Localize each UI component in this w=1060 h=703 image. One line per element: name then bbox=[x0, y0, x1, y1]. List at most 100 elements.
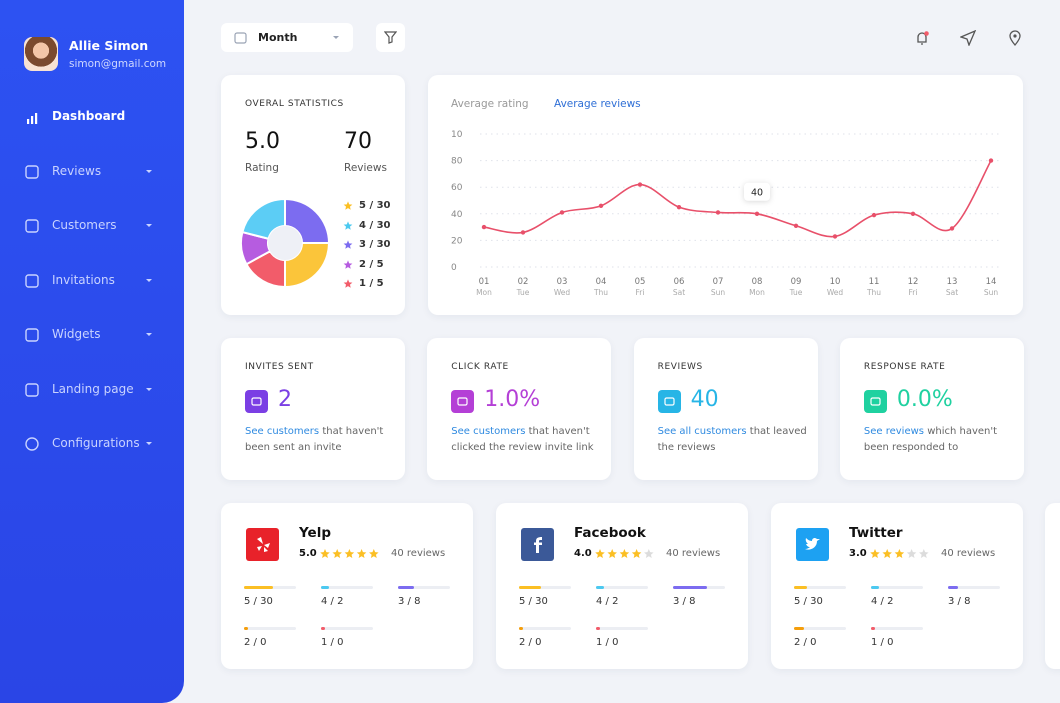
line-chart: 0204060801001Mon02Tue03Wed04Thu05Fri06Sa… bbox=[451, 130, 1000, 297]
bell-icon[interactable] bbox=[914, 30, 930, 46]
line-point bbox=[832, 234, 838, 239]
x-sublabel: Mon bbox=[476, 288, 492, 297]
icon-shape bbox=[25, 328, 39, 342]
nav-label: Reviews bbox=[52, 164, 102, 178]
bar-track bbox=[794, 627, 846, 630]
metric-link[interactable]: See reviews bbox=[863, 426, 925, 437]
x-sublabel: Thu bbox=[593, 288, 608, 297]
metric-title: CLICK RATE bbox=[451, 362, 509, 372]
bar-label: 5 / 30 bbox=[244, 596, 273, 607]
legend-label: 4 / 30 bbox=[359, 219, 391, 231]
filter-shape bbox=[384, 31, 397, 44]
x-tick-label: 02 bbox=[518, 277, 529, 287]
user-email: simon@gmail.com bbox=[69, 58, 167, 70]
x-tick-label: 04 bbox=[596, 277, 607, 287]
nav-label: Landing page bbox=[52, 382, 134, 396]
chart-tab[interactable]: Average rating bbox=[451, 98, 529, 110]
glyph bbox=[870, 397, 881, 406]
legend-star-shape bbox=[343, 220, 353, 230]
line-point bbox=[676, 204, 682, 210]
bar-fill bbox=[398, 586, 414, 589]
nav-item[interactable]: Invitations bbox=[0, 267, 184, 295]
source-rating: 3.0 bbox=[849, 548, 867, 559]
legend-star-shape bbox=[343, 240, 353, 249]
bar-label: 3 / 8 bbox=[673, 596, 696, 607]
period-dropdown[interactable]: Month bbox=[221, 23, 353, 52]
bar-fill bbox=[794, 627, 805, 630]
metric-link[interactable]: See all customers bbox=[657, 426, 747, 437]
metric-card: INVITES SENT 2 See customers that haven't … bbox=[221, 338, 405, 480]
rating-star bbox=[894, 549, 905, 559]
x-tick-label: 11 bbox=[869, 277, 880, 287]
source-name: Twitter bbox=[849, 525, 903, 541]
line-point bbox=[598, 203, 604, 209]
chevron-shape bbox=[146, 170, 152, 173]
metric-desc: See all customers that leaved the review… bbox=[658, 424, 808, 456]
bar-fill bbox=[519, 627, 524, 630]
x-tick-label: 14 bbox=[986, 277, 997, 287]
metric-icon-glyph bbox=[457, 397, 468, 406]
line-point bbox=[559, 210, 565, 215]
metric-value: 2 bbox=[278, 387, 292, 412]
source-logo bbox=[521, 528, 554, 561]
y-tick-label: 60 bbox=[451, 183, 463, 193]
bar-track bbox=[244, 627, 296, 630]
nav-item[interactable]: Reviews bbox=[0, 158, 184, 186]
legend-star-shape bbox=[343, 279, 353, 288]
metric-card: RESPONSE RATE 0.0% See reviews which haven… bbox=[839, 338, 1024, 480]
rating-star bbox=[919, 549, 929, 559]
user-name: Allie Simon bbox=[69, 38, 149, 53]
nav-item[interactable]: Landing page bbox=[0, 376, 184, 404]
line-point bbox=[949, 226, 955, 231]
metric-text: which haven't been responded to bbox=[863, 426, 998, 453]
nav-item[interactable]: Configurations bbox=[0, 430, 184, 458]
nav-item[interactable]: Customers bbox=[0, 212, 184, 240]
bar-label: 2 / 0 bbox=[244, 637, 267, 648]
metric-link[interactable]: See customers bbox=[451, 426, 526, 437]
metric-icon bbox=[451, 390, 475, 413]
chevron bbox=[146, 224, 152, 227]
metric-title: INVITES SENT bbox=[245, 362, 314, 372]
nav-item[interactable]: Dashboard bbox=[0, 103, 184, 131]
icon-dot bbox=[1013, 34, 1017, 38]
legend-label: 1 / 5 bbox=[359, 278, 384, 289]
nav-item[interactable]: Widgets bbox=[0, 321, 184, 349]
glyph bbox=[257, 537, 270, 552]
x-sublabel: Mon bbox=[749, 288, 765, 297]
metric-card: CLICK RATE 1.0% See customers that haven't… bbox=[427, 338, 612, 480]
source-reviews: 40 reviews bbox=[941, 548, 996, 559]
icon-bar bbox=[35, 113, 38, 124]
chevron-shape bbox=[146, 442, 152, 445]
rating-label: Rating bbox=[245, 162, 279, 174]
nav-icon bbox=[25, 274, 39, 288]
x-sublabel: Fri bbox=[636, 288, 645, 297]
source-card: Yelp 5.0 40 reviews 5 / 30 4 / 2 3 / 8 2 / 0 1 … bbox=[221, 503, 473, 669]
filter-button[interactable] bbox=[376, 23, 405, 52]
y-tick-label: 0 bbox=[451, 263, 457, 273]
send-icon[interactable] bbox=[960, 30, 976, 46]
chart-tab[interactable]: Average reviews bbox=[554, 98, 641, 110]
location-icon[interactable] bbox=[1007, 30, 1023, 46]
source-name: Facebook bbox=[574, 525, 646, 541]
bar-track bbox=[871, 627, 923, 630]
bar-fill bbox=[596, 627, 601, 630]
metric-icon-glyph bbox=[251, 397, 262, 406]
x-tick-label: 09 bbox=[791, 277, 802, 287]
metric-link[interactable]: See customers bbox=[245, 426, 320, 437]
chevron-shape bbox=[146, 224, 152, 227]
bar-fill bbox=[673, 586, 707, 589]
x-sublabel: Thu bbox=[866, 288, 881, 297]
legend-star bbox=[343, 201, 353, 210]
bar-label: 5 / 30 bbox=[794, 596, 823, 607]
chart-card: Average rating Average reviews 0 20 40 60 80 10… bbox=[428, 75, 1023, 315]
notification-dot bbox=[924, 31, 929, 36]
metric-value: 40 bbox=[690, 387, 719, 412]
bar-track bbox=[321, 627, 373, 630]
chevron-shape bbox=[146, 388, 152, 391]
bar-fill bbox=[244, 586, 273, 589]
source-logo-glyph bbox=[257, 537, 270, 552]
x-sublabel: Sat bbox=[673, 288, 685, 297]
source-logo bbox=[796, 528, 829, 561]
line-series bbox=[483, 160, 992, 238]
metric-icon bbox=[657, 390, 681, 413]
